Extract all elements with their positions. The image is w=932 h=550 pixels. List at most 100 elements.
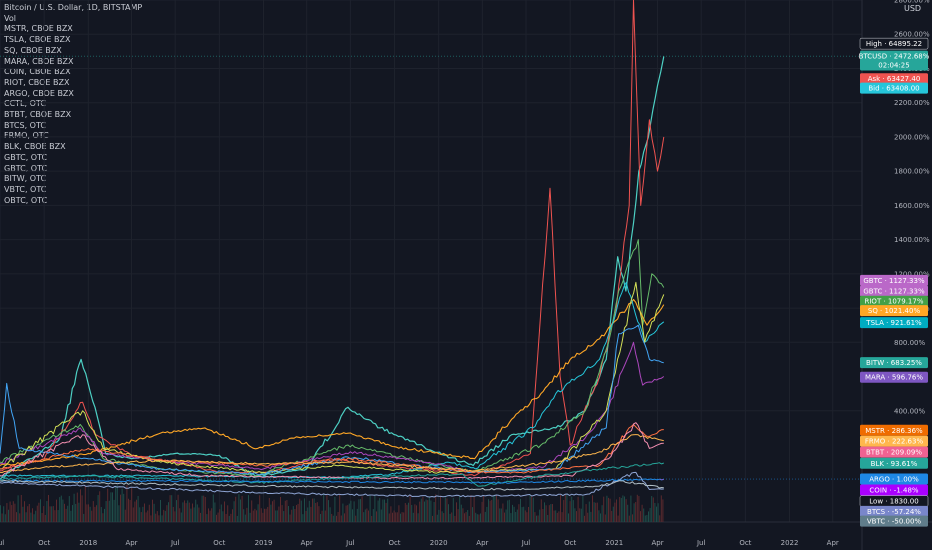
volume-bar xyxy=(574,508,576,522)
legend-item[interactable]: MSTR, CBOE BZX xyxy=(4,24,73,34)
volume-bar xyxy=(156,511,158,522)
volume-bar xyxy=(30,512,32,522)
volume-bar xyxy=(51,506,53,522)
volume-bar xyxy=(64,503,65,522)
volume-bar xyxy=(532,497,534,522)
volume-bar xyxy=(324,510,326,522)
volume-bar xyxy=(318,506,320,522)
volume-bar xyxy=(76,492,78,522)
price-tag-label: FRMO · 222.63% xyxy=(865,438,924,446)
volume-bar xyxy=(20,494,22,522)
volume-bar xyxy=(35,510,37,522)
volume-bar xyxy=(84,485,86,522)
volume-bar xyxy=(88,504,89,522)
volume-bar xyxy=(256,510,257,522)
x-tick-label: Apr xyxy=(476,539,488,547)
price-tag xyxy=(860,435,928,447)
volume-bar xyxy=(633,503,635,522)
price-tag xyxy=(860,357,928,369)
legend-item[interactable]: Vol xyxy=(4,13,16,23)
price-tag xyxy=(860,484,928,496)
volume-bar xyxy=(608,497,609,522)
volume-bar xyxy=(390,506,392,522)
volume-bar xyxy=(323,494,325,522)
volume-bar xyxy=(201,495,203,522)
volume-bar xyxy=(444,497,446,522)
volume-bar xyxy=(344,513,345,522)
volume-bar xyxy=(41,513,43,522)
legend-item[interactable]: TSLA, CBOE BZX xyxy=(4,35,71,45)
legend-item[interactable]: BITW, OTC xyxy=(4,174,47,184)
legend-item[interactable]: BLK, CBOE BZX xyxy=(4,142,66,152)
volume-bar xyxy=(176,500,177,522)
volume-bar xyxy=(566,494,568,522)
legend-item[interactable]: ARGO, CBOE BZX xyxy=(4,88,74,98)
legend-item[interactable]: SQ, CBOE BZX xyxy=(4,45,62,55)
volume-bar xyxy=(427,500,429,522)
currency-label[interactable]: USD xyxy=(904,4,922,13)
volume-bar xyxy=(160,499,161,522)
volume-bar xyxy=(473,496,475,522)
legend-item[interactable]: BTCS, OTC xyxy=(4,120,46,130)
volume-bar xyxy=(105,501,107,522)
volume-bar xyxy=(297,503,299,522)
volume-bar xyxy=(72,505,73,522)
volume-bar xyxy=(238,494,240,522)
volume-bar xyxy=(257,504,259,522)
legend-item[interactable]: Bitcoin / U.S. Dollar, 1D, BITSTAMP xyxy=(4,3,143,12)
volume-bar xyxy=(120,494,121,522)
price-tag-label: BTCS · -57.24% xyxy=(867,508,921,516)
volume-bar xyxy=(136,499,137,522)
price-tag-label: GBTC · 1127.33% xyxy=(863,287,925,295)
legend-item[interactable]: BTBT, CBOE BZX xyxy=(4,110,72,120)
volume-bar xyxy=(17,495,19,522)
volume-bar xyxy=(651,496,653,522)
volume-bar xyxy=(118,505,120,522)
volume-bar xyxy=(113,499,115,522)
volume-bar xyxy=(508,499,510,522)
legend-item[interactable]: GBTC, OTC xyxy=(4,152,48,162)
volume-bar xyxy=(164,510,166,522)
volume-bar xyxy=(494,494,496,522)
volume-bar xyxy=(384,499,385,522)
volume-bar xyxy=(144,503,145,522)
volume-bar xyxy=(649,507,651,522)
volume-bar xyxy=(625,499,627,522)
legend-item[interactable]: GBTC, OTC xyxy=(4,163,48,173)
legend-item[interactable]: RIOT, CBOE BZX xyxy=(4,77,70,87)
legend-item[interactable]: COIN, CBOE BZX xyxy=(4,67,71,77)
volume-bar xyxy=(233,501,235,522)
legend-item[interactable]: FRMO, OTC xyxy=(4,131,49,141)
series-line-coin xyxy=(659,478,664,481)
volume-bar xyxy=(368,510,369,522)
volume-bar xyxy=(638,496,640,522)
legend-item[interactable]: VBTC, OTC xyxy=(4,184,47,194)
volume-bar xyxy=(179,508,181,522)
legend-item[interactable]: OBTC, OTC xyxy=(4,195,48,205)
volume-bar xyxy=(280,496,281,522)
volume-bar xyxy=(187,500,189,522)
volume-bar xyxy=(352,509,353,522)
volume-bar xyxy=(374,494,376,522)
price-tag-label: Bid · 63408.00 xyxy=(868,85,919,93)
volume-bar xyxy=(600,513,601,522)
volume-bar xyxy=(606,495,608,522)
volume-bar xyxy=(537,515,539,522)
volume-bar xyxy=(217,512,219,522)
volume-bar xyxy=(603,496,605,522)
volume-bar xyxy=(614,502,616,522)
volume-bar xyxy=(244,514,246,522)
legend-item[interactable]: CCTL, OTC xyxy=(4,99,46,109)
volume-bar xyxy=(372,509,374,522)
series-line-mstr xyxy=(0,0,665,477)
volume-bar xyxy=(81,495,83,522)
volume-bar xyxy=(660,495,662,522)
volume-bar xyxy=(208,508,209,522)
volume-bar xyxy=(283,511,285,522)
volume-bar xyxy=(361,496,363,522)
legend-item[interactable]: MARA, CBOE BZX xyxy=(4,56,74,66)
volume-bar xyxy=(11,505,13,522)
volume-bar xyxy=(96,505,97,522)
volume-bar xyxy=(262,512,264,522)
